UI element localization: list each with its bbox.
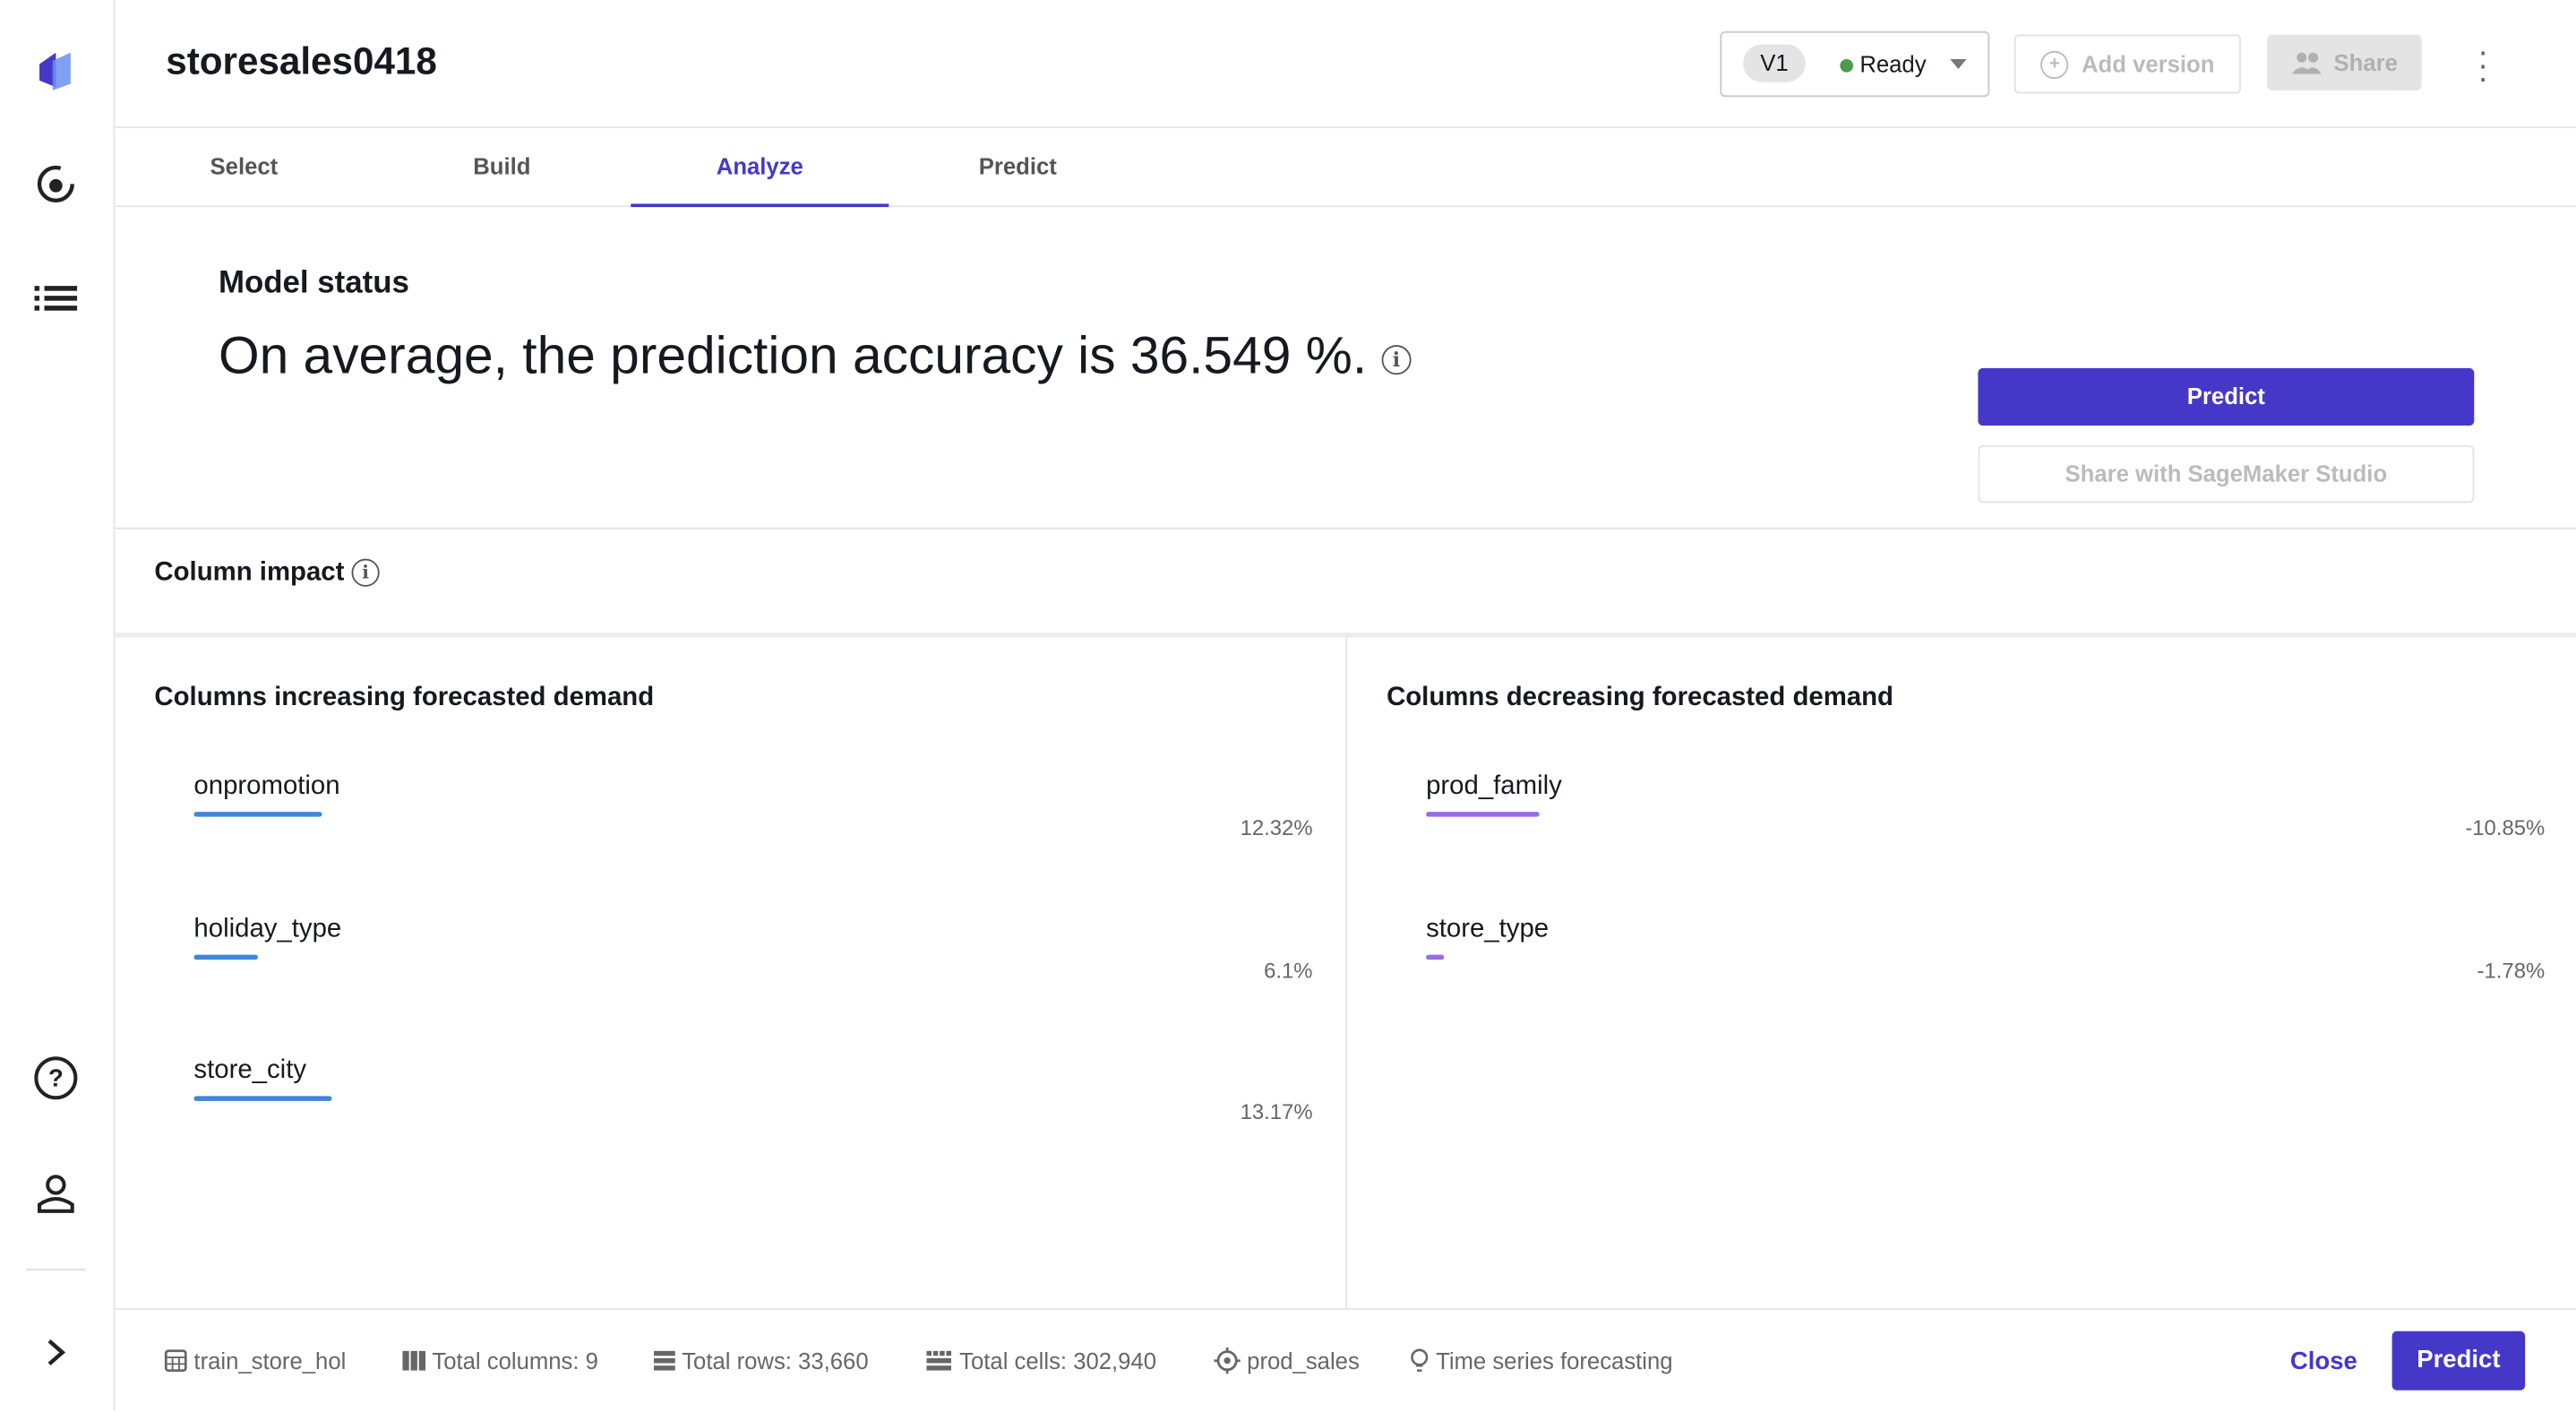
footer-predict-button[interactable]: Predict [2391, 1330, 2526, 1390]
tab-build[interactable]: Build [473, 152, 531, 179]
target-icon [1214, 1347, 1241, 1374]
impact-bar [1426, 812, 1540, 817]
divider [115, 633, 2576, 638]
close-button[interactable]: Close [2289, 1347, 2357, 1376]
user-icon[interactable] [30, 1167, 82, 1219]
decreasing-heading: Columns decreasing forecasted demand [1387, 684, 1893, 712]
caret-down-icon [1950, 59, 1967, 70]
target-column: prod_sales [1247, 1347, 1360, 1374]
tab-predict[interactable]: Predict [978, 152, 1057, 179]
refresh-model-icon[interactable] [30, 158, 82, 211]
column-name: prod_family [1426, 772, 1562, 801]
columns-info: Total columns: 9 [402, 1347, 598, 1373]
target-info: prod_sales [1214, 1347, 1360, 1374]
tab-analyze[interactable]: Analyze [631, 128, 889, 208]
impact-bar [1426, 953, 1445, 960]
total-cells: Total cells: 302,940 [959, 1347, 1157, 1374]
header: storesales0418 V1 Ready + Add version Sha… [115, 0, 2576, 129]
column-name: store_city [193, 1056, 307, 1085]
divider [115, 527, 2576, 530]
impact-value: 13.17% [1240, 1099, 1313, 1124]
rows-icon [654, 1350, 675, 1371]
dataset-info: train_store_hol [164, 1347, 346, 1373]
accuracy-text: On average, the prediction accuracy is 3… [218, 325, 1368, 385]
model-type: Time series forecasting [1436, 1347, 1673, 1374]
info-icon[interactable]: i [351, 559, 380, 588]
impact-value: 6.1% [1264, 957, 1313, 982]
version-badge: V1 [1743, 44, 1806, 82]
tab-select[interactable]: Select [210, 152, 279, 179]
tab-bar: Select Build Analyze Predict [115, 128, 2576, 208]
predict-button[interactable]: Predict [1978, 367, 2475, 426]
columns-icon [402, 1350, 426, 1371]
add-version-button[interactable]: + Add version [2014, 34, 2241, 94]
svg-text:?: ? [48, 1063, 64, 1091]
table-icon [164, 1349, 187, 1373]
increasing-panel: Columns increasing forecasted demand onp… [115, 638, 1345, 1308]
status: Ready [1840, 50, 1927, 78]
status-text: Ready [1859, 50, 1927, 78]
footer: train_store_hol Total columns: 9 Total r… [115, 1308, 2576, 1412]
column-impact-heading: Column impact i [154, 558, 380, 589]
increasing-heading: Columns increasing forecasted demand [154, 684, 655, 712]
users-icon [2290, 52, 2321, 74]
share-button[interactable]: Share [2267, 34, 2422, 90]
add-version-label: Add version [2082, 50, 2215, 78]
panel-divider [1345, 637, 1348, 1309]
rows-info: Total rows: 33,660 [654, 1347, 869, 1373]
column-impact-label: Column impact [154, 558, 345, 587]
decreasing-panel: Columns decreasing forecasted demand pro… [1347, 638, 2576, 1308]
column-name: onpromotion [193, 772, 340, 801]
impact-bar [193, 812, 322, 817]
help-icon[interactable]: ? [30, 1052, 82, 1105]
impact-value: 12.32% [1240, 814, 1313, 840]
status-dot-icon [1840, 59, 1853, 73]
expand-chevron-icon[interactable] [30, 1326, 82, 1379]
model-status-heading: Model status [218, 266, 409, 301]
column-name: holiday_type [193, 914, 342, 943]
info-icon[interactable]: i [1381, 344, 1412, 375]
column-name: store_type [1426, 914, 1550, 943]
list-icon[interactable] [30, 272, 82, 325]
total-columns: Total columns: 9 [432, 1347, 598, 1374]
cells-icon [926, 1350, 952, 1371]
cells-info: Total cells: 302,940 [926, 1347, 1156, 1373]
share-label: Share [2333, 49, 2398, 76]
sidebar-divider [26, 1269, 86, 1270]
dataset-name: train_store_hol [193, 1347, 347, 1374]
plus-circle-icon: + [2040, 49, 2069, 79]
version-selector[interactable]: V1 Ready [1720, 30, 1990, 98]
logo-icon[interactable] [30, 43, 82, 96]
impact-bar [193, 953, 258, 960]
accuracy-summary: On average, the prediction accuracy is 3… [219, 325, 1412, 386]
lightbulb-icon [1411, 1348, 1429, 1373]
sidebar: ? [0, 0, 116, 1410]
model-type-info: Time series forecasting [1410, 1347, 1673, 1373]
share-sagemaker-button[interactable]: Share with SageMaker Studio [1978, 445, 2475, 504]
total-rows: Total rows: 33,660 [682, 1347, 869, 1374]
more-options-icon[interactable]: · · · [2477, 34, 2489, 98]
impact-value: -1.78% [2477, 957, 2546, 982]
impact-value: -10.85% [2465, 814, 2546, 840]
impact-bar [193, 1096, 331, 1101]
page-title: storesales0418 [166, 39, 437, 82]
